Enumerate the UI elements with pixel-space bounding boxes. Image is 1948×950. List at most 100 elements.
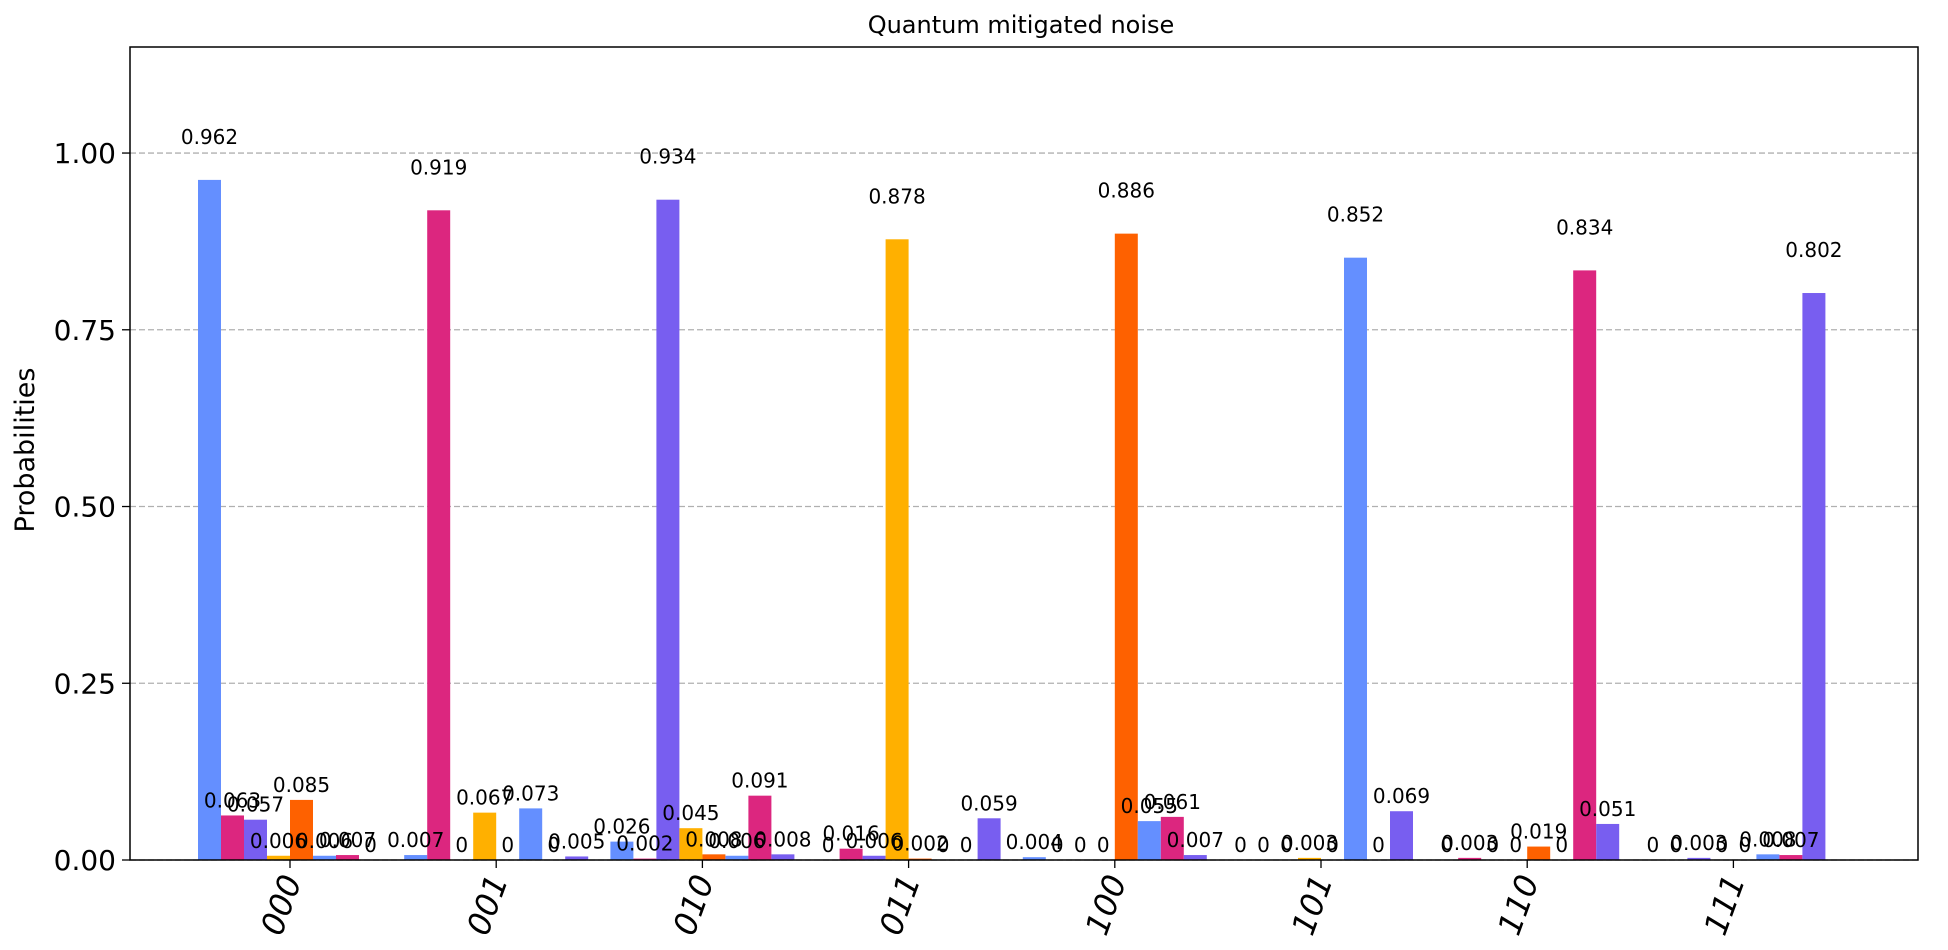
bar bbox=[290, 799, 313, 860]
bar bbox=[1114, 233, 1138, 860]
data-label: 0.007 bbox=[387, 828, 444, 852]
data-label: 0 bbox=[1372, 833, 1385, 857]
data-label: 0.005 bbox=[548, 829, 605, 853]
data-label: 0.802 bbox=[1785, 238, 1842, 262]
chart-title: Quantum mitigated noise bbox=[868, 11, 1175, 39]
bar bbox=[267, 855, 290, 860]
data-label: 0.051 bbox=[1579, 797, 1636, 821]
data-label: 0.008 bbox=[1739, 827, 1796, 851]
data-label: 0.091 bbox=[731, 769, 788, 793]
bar bbox=[1183, 855, 1207, 860]
bar bbox=[1779, 855, 1803, 860]
bar bbox=[1573, 270, 1597, 860]
bar bbox=[885, 239, 909, 860]
y-tick-label: 0.50 bbox=[54, 491, 116, 524]
bar bbox=[1458, 857, 1482, 860]
data-label: 0.919 bbox=[410, 155, 467, 179]
data-label: 0.026 bbox=[593, 815, 650, 839]
bar bbox=[1596, 823, 1620, 860]
bar bbox=[610, 841, 634, 860]
bar bbox=[702, 854, 726, 860]
data-label: 0.006 bbox=[296, 829, 353, 853]
bar bbox=[839, 848, 863, 860]
x-tick-label: 111 bbox=[1696, 870, 1753, 940]
data-label: 0.007 bbox=[1167, 828, 1224, 852]
bar bbox=[977, 818, 1001, 860]
data-label: 0.063 bbox=[204, 788, 261, 812]
data-label: 0.073 bbox=[502, 781, 559, 805]
data-label: 0 bbox=[1509, 833, 1522, 857]
bar bbox=[336, 855, 359, 860]
data-label: 0.003 bbox=[1441, 831, 1498, 855]
gridlines bbox=[130, 152, 1918, 861]
data-label: 0.057 bbox=[227, 793, 284, 817]
data-label: 0.002 bbox=[616, 832, 673, 856]
data-label: 0.059 bbox=[960, 791, 1017, 815]
bar bbox=[404, 855, 428, 860]
bar bbox=[1160, 816, 1184, 860]
plot-frame bbox=[129, 46, 1919, 861]
bars bbox=[198, 179, 1826, 861]
bar bbox=[1802, 293, 1826, 860]
data-label: 0.886 bbox=[1098, 179, 1155, 203]
y-tick-label: 1.00 bbox=[54, 137, 116, 170]
x-tick-label: 110 bbox=[1490, 870, 1547, 940]
bar bbox=[1756, 854, 1780, 860]
x-tick-label: 000 bbox=[253, 870, 310, 940]
data-label: 0.006 bbox=[708, 829, 765, 853]
data-label: 0 bbox=[1486, 833, 1499, 857]
bar bbox=[679, 828, 703, 860]
data-label: 0.061 bbox=[1144, 790, 1201, 814]
data-label: 0.852 bbox=[1327, 203, 1384, 227]
y-tick-label: 0.00 bbox=[54, 844, 116, 877]
data-label: 0 bbox=[1440, 833, 1453, 857]
data-label: 0.069 bbox=[1373, 784, 1430, 808]
data-label: 0 bbox=[1257, 833, 1270, 857]
bar bbox=[221, 815, 244, 860]
bar bbox=[427, 210, 451, 861]
bar bbox=[473, 812, 497, 860]
data-label: 0.878 bbox=[868, 184, 925, 208]
bar bbox=[198, 179, 221, 860]
data-label: 0.934 bbox=[639, 145, 696, 169]
data-label: 0 bbox=[1670, 833, 1683, 857]
data-label: 0 bbox=[1326, 833, 1339, 857]
data-label: 0.006 bbox=[845, 829, 902, 853]
data-label: 0 bbox=[1716, 833, 1729, 857]
x-tick-label: 010 bbox=[665, 870, 722, 940]
x-tick-label: 101 bbox=[1284, 870, 1341, 940]
bar bbox=[748, 795, 772, 860]
data-label: 0.067 bbox=[456, 786, 513, 810]
data-label: 0.055 bbox=[1121, 794, 1178, 818]
bar bbox=[1687, 857, 1711, 860]
y-tick-label: 0.75 bbox=[54, 314, 116, 347]
data-label: 0.002 bbox=[891, 832, 948, 856]
bar bbox=[1527, 846, 1551, 860]
data-label: 0.019 bbox=[1510, 820, 1567, 844]
data-label: 0 bbox=[1647, 833, 1660, 857]
data-label: 0 bbox=[1234, 833, 1247, 857]
data-label: 0 bbox=[1074, 833, 1087, 857]
bar bbox=[1298, 857, 1321, 860]
x-tick-label: 100 bbox=[1078, 870, 1135, 940]
x-tick-label: 011 bbox=[872, 870, 929, 940]
y-axis-label: Probabilities bbox=[10, 368, 41, 533]
data-label: 0.003 bbox=[1281, 831, 1338, 855]
y-tick-label: 0.25 bbox=[54, 667, 116, 700]
data-label: 0 bbox=[364, 833, 377, 857]
bar bbox=[1390, 811, 1413, 860]
data-label: 0.007 bbox=[1762, 828, 1819, 852]
data-label: 0 bbox=[960, 833, 973, 857]
bar bbox=[565, 856, 589, 860]
bar bbox=[771, 854, 795, 860]
data-label: 0.045 bbox=[662, 801, 719, 825]
data-label: 0.016 bbox=[822, 822, 879, 846]
data-label: 0.006 bbox=[250, 829, 307, 853]
bar bbox=[1137, 821, 1161, 860]
data-label: 0 bbox=[1280, 833, 1293, 857]
data-label: 0 bbox=[937, 833, 950, 857]
data-label: 0 bbox=[1739, 833, 1752, 857]
